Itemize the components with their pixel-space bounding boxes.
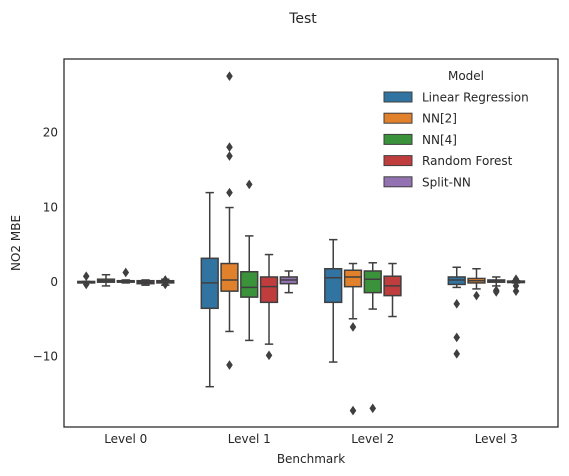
x-tick-label: Level 0 xyxy=(104,432,147,446)
box-split-nn-0 xyxy=(156,275,175,290)
outlier-point xyxy=(349,322,357,332)
y-tick-label: −10 xyxy=(33,350,58,364)
box-random-forest-1 xyxy=(259,253,279,361)
box-nn-4-1 xyxy=(240,179,259,342)
x-tick-label: Level 3 xyxy=(475,432,518,446)
legend-label: Random Forest xyxy=(422,154,513,168)
box-iqr xyxy=(220,262,239,292)
box-nn-4-3 xyxy=(487,276,506,297)
legend-swatch xyxy=(383,133,413,145)
box-nn-2-0 xyxy=(96,273,116,287)
box-nn-2-2 xyxy=(343,262,363,416)
legend-title: Model xyxy=(448,69,484,83)
box-random-forest-3 xyxy=(506,274,526,296)
outlier-point xyxy=(512,274,520,285)
box-iqr xyxy=(343,269,363,288)
box-linear-regression-3 xyxy=(447,266,466,359)
chart-title: Test xyxy=(288,11,317,27)
legend-label: NN[4] xyxy=(422,133,457,147)
box-linear-regression-1 xyxy=(200,191,219,388)
legend-label: Linear Regression xyxy=(422,91,529,105)
legend-label: NN[2] xyxy=(422,112,457,126)
x-tick-label: Level 1 xyxy=(228,432,271,446)
box-iqr xyxy=(363,270,382,294)
box-iqr xyxy=(259,276,279,304)
outlier-point xyxy=(226,142,233,152)
box-nn-2-1 xyxy=(220,71,239,370)
box-nn-4-2 xyxy=(363,262,382,414)
outlier-point xyxy=(492,287,500,297)
outlier-point xyxy=(453,299,461,309)
box-split-nn-1 xyxy=(279,270,298,294)
outlier-point xyxy=(473,290,480,301)
outlier-point xyxy=(161,279,169,290)
outlier-point xyxy=(122,267,130,278)
box-linear-regression-2 xyxy=(324,238,343,363)
outlier-point xyxy=(453,349,461,359)
plot-frame xyxy=(63,58,559,428)
legend-swatch xyxy=(383,176,413,188)
x-axis-ticks: Level 0 Level 1 Level 2 Level 3 xyxy=(104,432,518,446)
outlier-point xyxy=(82,271,90,282)
box-iqr xyxy=(240,270,259,298)
y-tick-label: 0 xyxy=(50,275,58,289)
legend: Model Linear Regression NN[2] NN[4] Random … xyxy=(383,69,529,189)
y-axis-label: NO2 MBE xyxy=(9,215,23,271)
outlier-point xyxy=(453,332,461,343)
y-axis-ticks: −10 0 10 20 xyxy=(33,126,58,364)
outlier-point xyxy=(226,187,233,198)
box-iqr xyxy=(324,268,343,304)
x-tick-label: Level 2 xyxy=(351,432,394,446)
box-linear-regression-0 xyxy=(77,271,96,290)
legend-swatch xyxy=(383,155,413,167)
outlier-point xyxy=(245,179,253,190)
box-nn-2-3 xyxy=(467,268,486,301)
outlier-point xyxy=(512,286,520,296)
box-random-forest-2 xyxy=(383,262,402,318)
outlier-point xyxy=(226,151,233,161)
x-axis-label: Benchmark xyxy=(277,452,345,466)
outlier-point xyxy=(265,350,273,361)
plot-area xyxy=(77,71,526,416)
legend-swatch xyxy=(383,91,413,103)
box-nn-4-0 xyxy=(116,267,135,284)
outlier-point xyxy=(82,279,90,290)
outlier-point xyxy=(226,360,233,370)
legend-swatch xyxy=(383,112,413,124)
outlier-point xyxy=(226,71,233,81)
outlier-point xyxy=(349,405,357,416)
legend-label: Split-NN xyxy=(422,175,471,189)
y-tick-label: 20 xyxy=(43,126,58,140)
box-random-forest-0 xyxy=(136,279,155,286)
outlier-point xyxy=(512,281,520,291)
y-tick-label: 10 xyxy=(43,200,58,214)
outlier-point xyxy=(369,403,377,414)
